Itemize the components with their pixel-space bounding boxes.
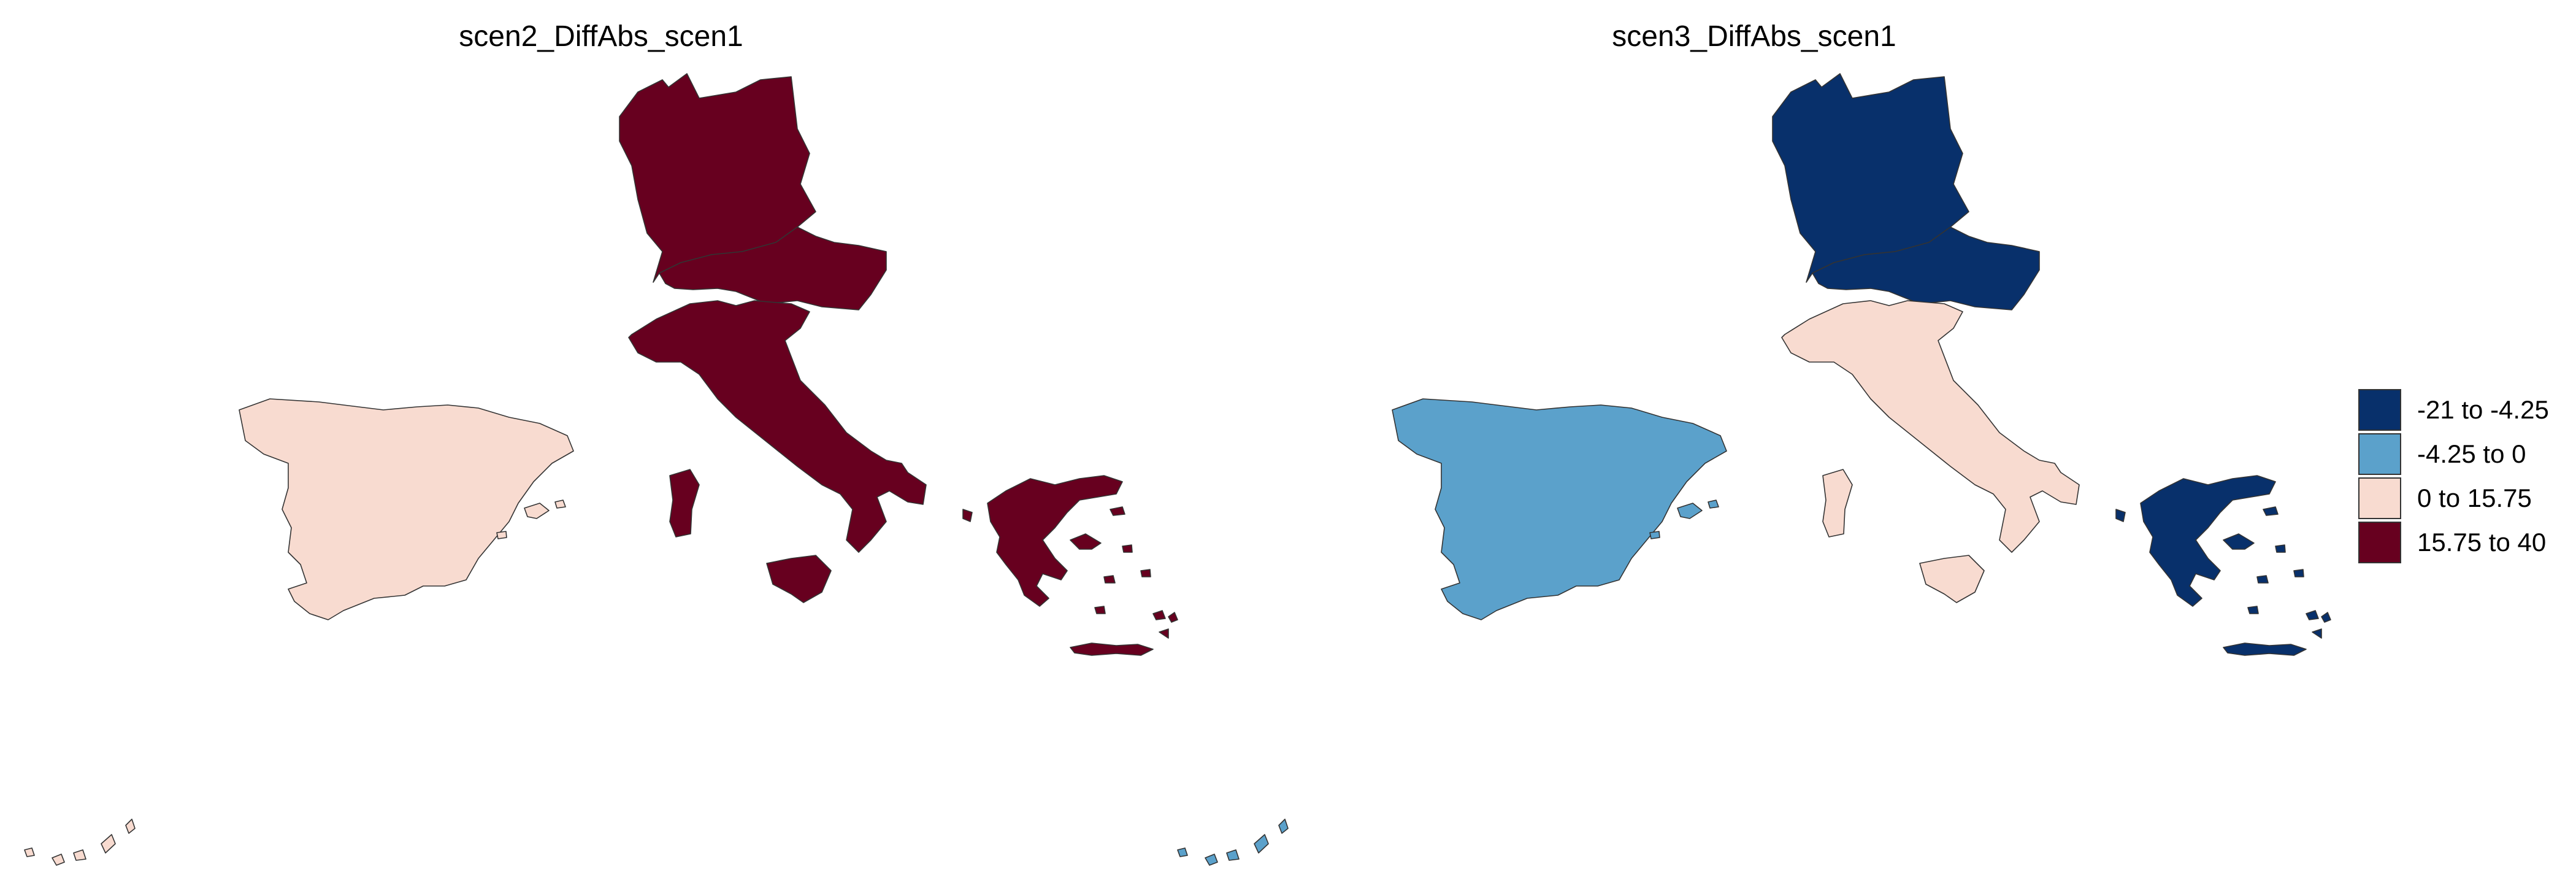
legend-label: -4.25 to 0 (2417, 439, 2526, 468)
map-title-right: scen3_DiffAbs_scen1 (1612, 20, 1896, 53)
map-title-left: scen2_DiffAbs_scen1 (459, 20, 743, 53)
legend-swatch (2358, 522, 2401, 563)
region-italy (628, 300, 927, 603)
region-greece (2115, 475, 2331, 656)
legend-swatch (2358, 389, 2401, 431)
legend-item: 0 to 15.75 (2358, 476, 2549, 520)
map-right (1177, 73, 2331, 866)
legend-swatch (2358, 477, 2401, 519)
legend-item: 15.75 to 40 (2358, 520, 2549, 565)
legend-swatch (2358, 433, 2401, 475)
legend-item: -21 to -4.25 (2358, 388, 2549, 432)
map-left (24, 73, 1178, 866)
legend-label: 0 to 15.75 (2417, 484, 2532, 512)
region-greece (962, 475, 1178, 656)
legend-item: -4.25 to 0 (2358, 432, 2549, 476)
map-legend: -21 to -4.25 -4.25 to 0 0 to 15.75 15.75… (2358, 388, 2549, 565)
region-spain (24, 398, 574, 866)
legend-label: 15.75 to 40 (2417, 528, 2547, 557)
legend-label: -21 to -4.25 (2417, 395, 2549, 424)
region-spain (1177, 398, 1727, 866)
region-italy (1781, 300, 2080, 603)
